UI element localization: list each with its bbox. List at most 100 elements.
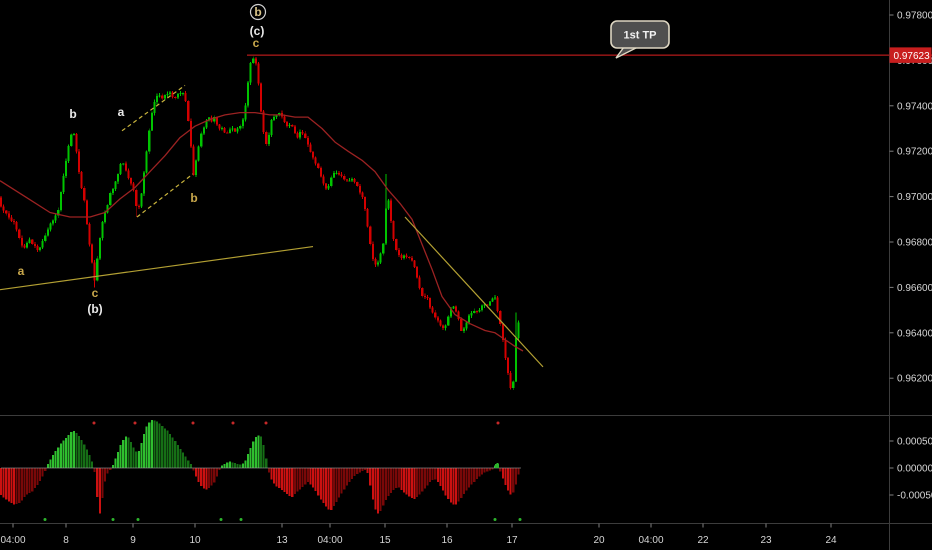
wave-label[interactable]: (b) (87, 302, 102, 316)
candle-body (150, 113, 153, 131)
histogram-bar (384, 468, 387, 500)
moving-average-line[interactable] (0, 111, 524, 352)
wave-label[interactable]: a (18, 264, 25, 278)
signal-dot-red (496, 421, 500, 425)
histogram-bar (265, 458, 268, 468)
histogram-bar (70, 432, 73, 468)
channel-upper-dashed-line[interactable] (121, 84, 186, 132)
candle-body (496, 297, 499, 311)
histogram-bar (317, 468, 320, 496)
histogram-bar (280, 468, 283, 490)
wave-label[interactable]: b (190, 191, 197, 205)
signal-dot-green (493, 518, 497, 521)
candle-body (317, 163, 320, 169)
histogram-bar (98, 468, 101, 514)
candle-body (2, 206, 5, 211)
histogram-bar (416, 468, 419, 497)
histogram-bar (137, 450, 140, 468)
histogram-bar (507, 468, 510, 491)
histogram-bar (20, 468, 23, 501)
candle-body (197, 146, 200, 161)
histogram-bar (449, 468, 452, 503)
ascending-support-trendline[interactable] (0, 245, 314, 291)
candle-body (353, 178, 356, 183)
histogram-bar (468, 468, 471, 488)
candle-body (254, 58, 257, 64)
candle-body (486, 304, 489, 306)
candles-layer[interactable] (0, 56, 520, 390)
candle-body (426, 296, 429, 299)
candle-body (512, 381, 515, 388)
price-axis[interactable]: 0.978000.976000.974000.972000.970000.968… (889, 11, 932, 385)
wave-label[interactable]: c (92, 286, 99, 300)
histogram-bar (62, 440, 65, 468)
candle-body (26, 242, 29, 248)
histogram-bar (371, 468, 374, 500)
wave-label[interactable]: c (253, 36, 260, 50)
candle-body (348, 180, 351, 182)
candle-body (483, 304, 486, 306)
candle-body (499, 310, 502, 324)
price-axis-label: 0.97400 (897, 101, 932, 112)
histogram-bar (200, 468, 203, 487)
wave-label[interactable]: b (254, 5, 261, 19)
histogram-bar (247, 454, 250, 468)
histogram-bar (49, 459, 52, 468)
candle-body (377, 262, 380, 265)
candle-body (117, 174, 120, 182)
candle-body (33, 243, 36, 246)
histogram-bar (275, 468, 278, 487)
candle-body (509, 372, 512, 388)
histogram-bar (447, 468, 450, 500)
histogram-bar (436, 468, 439, 483)
candle-body (52, 220, 55, 224)
histogram-bar (252, 441, 255, 468)
wave-label[interactable]: b (69, 107, 76, 121)
signal-square-green (495, 464, 499, 468)
candle-body (384, 208, 387, 244)
histogram-bar (392, 468, 395, 491)
candle-body (140, 193, 143, 207)
indicator-axis[interactable]: 0.00050 0.00000 -0.00050 (889, 437, 932, 502)
candle-body (202, 127, 205, 134)
candle-body (374, 259, 377, 265)
candle-body (57, 209, 60, 216)
histogram-bar (470, 468, 473, 485)
histogram-bar (158, 423, 161, 468)
price-axis-label: 0.97800 (897, 11, 932, 22)
histogram-bar (28, 468, 31, 494)
histogram-bar (171, 437, 174, 468)
candle-body (400, 254, 403, 258)
histogram-bar (127, 437, 130, 468)
candle-body (403, 255, 406, 258)
wave-label[interactable]: (c) (250, 24, 265, 38)
circled-wave-marker[interactable] (249, 3, 267, 21)
histogram-bar (197, 468, 200, 482)
channel-lower-dashed-line[interactable] (136, 173, 194, 218)
histogram-bar (379, 468, 382, 511)
histogram-layer[interactable] (0, 420, 520, 514)
histogram-bar (283, 468, 286, 493)
candle-body (127, 170, 130, 179)
histogram-bar (36, 468, 39, 485)
histogram-bar (104, 468, 107, 482)
histogram-bar (319, 468, 322, 500)
candle-body (501, 323, 504, 340)
wave-label[interactable]: a (118, 105, 125, 119)
active-price-label: 0.97623 (894, 51, 931, 62)
histogram-bar (239, 464, 242, 468)
candle-body (338, 172, 341, 175)
candle-body (423, 296, 426, 298)
histogram-bar (109, 468, 112, 470)
candle-body (314, 157, 317, 164)
histogram-bar (65, 437, 68, 468)
first-tp-callout[interactable]: 1st TP (610, 20, 670, 59)
candle-body (262, 111, 265, 133)
candle-body (442, 325, 445, 328)
descending-resistance-trendline[interactable] (404, 216, 544, 368)
time-axis[interactable]: 04:00 8 9 10 13 04:00 15 16 17 20 04:00 22 23 24 (0, 523, 837, 547)
candle-body (478, 309, 481, 312)
histogram-bar (473, 468, 476, 482)
histogram-bar (421, 468, 424, 492)
